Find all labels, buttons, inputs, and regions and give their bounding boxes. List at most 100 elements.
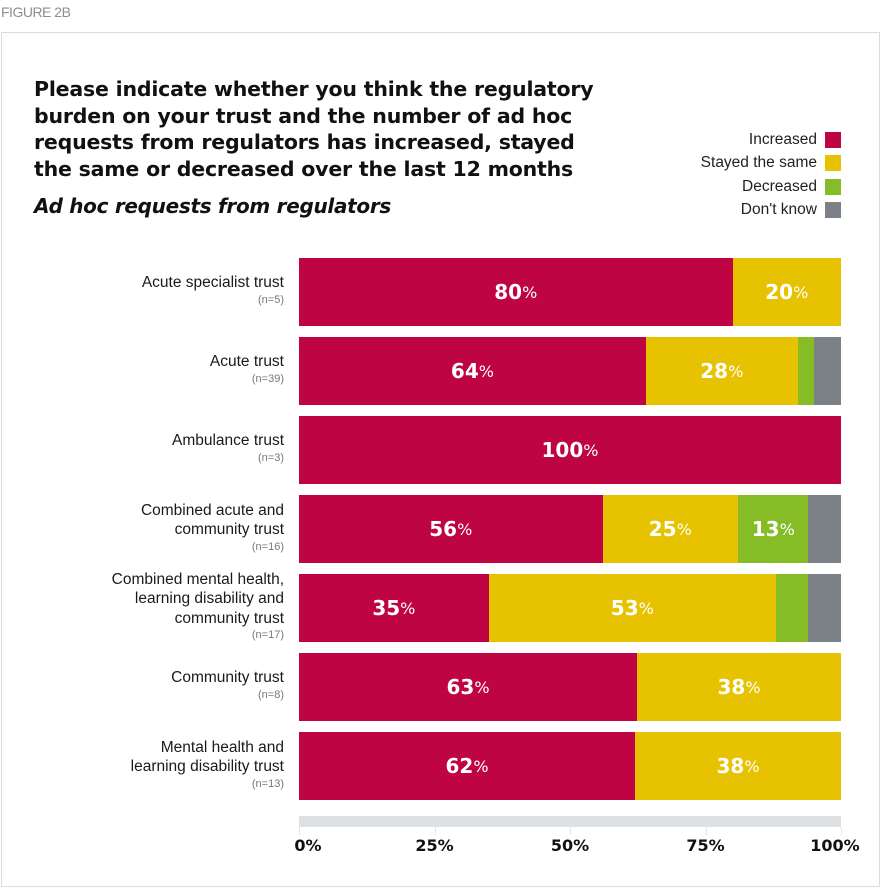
data-label: 56: [429, 517, 458, 541]
chart-title: Please indicate whether you think the re…: [34, 76, 614, 182]
data-label: 38: [716, 754, 745, 778]
percent-sign: %: [744, 756, 760, 776]
legend-swatch-decreased: [825, 178, 841, 195]
chart-title-line: requests from regulators has increased, …: [34, 130, 575, 154]
row-label-ambulance-trust: Ambulance trust (n=3): [172, 431, 284, 465]
data-label: 35: [372, 596, 401, 620]
row-sample-size: (n=39): [251, 372, 284, 385]
bar-segment-increased: 100%: [299, 416, 841, 484]
bar-segment-stayed-the-same: 28%: [645, 337, 798, 405]
row-sample-size: (n=5): [258, 293, 284, 306]
x-tick-mark: [705, 827, 707, 835]
percent-sign: %: [522, 282, 538, 302]
row-sample-size: (n=13): [251, 777, 284, 790]
bar-acute-specialist-trust: 80% 20%: [299, 258, 841, 326]
data-label: 28: [700, 359, 729, 383]
x-tick-mark: [434, 827, 436, 835]
percent-sign: %: [728, 361, 744, 381]
bar-segment-stayed-the-same: 38%: [635, 732, 841, 800]
percent-sign: %: [473, 756, 489, 776]
percent-sign: %: [478, 361, 494, 381]
data-label: 38: [717, 675, 746, 699]
x-tick-label: 0%: [294, 836, 322, 855]
row-label-community-trust: Community trust (n=8): [171, 668, 284, 702]
chart-title-line: burden on your trust and the number of a…: [34, 103, 573, 128]
percent-sign: %: [779, 519, 795, 539]
x-tick-label: 50%: [550, 836, 590, 855]
chart-subtitle: Ad hoc requests from regulators: [34, 194, 392, 218]
row-label-acute-trust: Acute trust (n=39): [210, 352, 284, 386]
bar-segment-stayed-the-same: 38%: [637, 653, 841, 721]
row-label-acute-specialist-trust: Acute specialist trust (n=5): [142, 273, 284, 307]
x-tick-mark: [570, 827, 571, 835]
row-label-line: community trust: [174, 609, 284, 627]
bar-segment-increased: 80%: [299, 258, 733, 326]
x-tick-mark: [299, 827, 300, 835]
bar-combined-mental-health-learning-disability-and-community-trust: 35% 53%: [299, 574, 841, 642]
x-tick-label: 100%: [810, 836, 860, 855]
bar-segment-stayed-the-same: 20%: [732, 258, 841, 326]
row-label-line: Community trust: [171, 669, 284, 687]
legend-label: Don't know: [740, 201, 817, 219]
data-label: 25: [648, 517, 677, 541]
data-label: 20: [765, 280, 794, 304]
row-label-line: Ambulance trust: [172, 432, 284, 450]
bar-segment-decreased: [797, 337, 814, 405]
bar-segment-decreased: [775, 574, 809, 642]
bar-mental-health-and-learning-disability-trust: 62% 38%: [299, 732, 841, 800]
chart-title-line: the same or decreased over the last 12 m…: [34, 156, 574, 181]
legend-label: Decreased: [742, 177, 817, 195]
bar-segment-increased: 56%: [299, 495, 603, 563]
row-label-line: Acute specialist trust: [141, 274, 284, 292]
row-label-mental-health-and-learning-disability-trust: Mental health and learning disability tru…: [131, 738, 284, 791]
row-sample-size: (n=17): [251, 629, 284, 642]
bar-acute-trust: 64% 28%: [299, 337, 841, 405]
chart-frame: [1, 32, 880, 887]
legend-item-decreased: Decreased: [701, 175, 841, 199]
bar-segment-increased: 64%: [299, 337, 646, 405]
percent-sign: %: [583, 440, 599, 460]
legend: Increased Stayed the same Decreased Don'…: [701, 128, 841, 222]
percent-sign: %: [793, 282, 809, 302]
row-label-line: learning disability and: [134, 590, 284, 608]
data-label: 62: [445, 754, 474, 778]
bar-combined-acute-and-community-trust: 56% 25% 13%: [299, 495, 841, 563]
legend-label: Increased: [748, 130, 817, 148]
x-axis-band: [299, 816, 841, 827]
row-label-line: Mental health and: [160, 738, 284, 756]
percent-sign: %: [638, 598, 654, 618]
bar-segment-increased: 35%: [299, 574, 489, 642]
data-label: 64: [450, 359, 479, 383]
percent-sign: %: [457, 519, 473, 539]
row-label-line: community trust: [174, 521, 284, 538]
data-label: 100: [541, 438, 584, 462]
row-label-combined-mental-health-learning-disability-and-community-trust: Combined mental health, learning disabili…: [112, 570, 284, 643]
percent-sign: %: [474, 677, 490, 697]
bar-segment-increased: 63%: [299, 653, 638, 721]
legend-item-stayed-the-same: Stayed the same: [701, 152, 841, 176]
row-label-line: Combined acute and: [140, 501, 284, 519]
data-label: 63: [446, 675, 475, 699]
x-tick-label: 25%: [415, 836, 454, 855]
figure-label: FIGURE 2B: [1, 4, 71, 20]
bar-segment-stayed-the-same: 53%: [488, 574, 776, 642]
row-label-line: learning disability trust: [130, 758, 284, 775]
x-tick-mark: [841, 827, 842, 835]
data-label: 13: [751, 517, 780, 541]
bar-community-trust: 63% 38%: [299, 653, 841, 721]
x-tick-label: 75%: [686, 836, 725, 855]
chart-title-line: Please indicate whether you think the re…: [34, 77, 594, 101]
row-sample-size: (n=8): [258, 688, 284, 701]
data-label: 53: [610, 596, 639, 620]
percent-sign: %: [676, 519, 692, 539]
data-label: 80: [494, 280, 523, 304]
bar-segment-decreased: 13%: [738, 495, 809, 563]
row-label-line: Acute trust: [209, 353, 284, 371]
percent-sign: %: [400, 598, 416, 618]
percent-sign: %: [745, 677, 761, 697]
legend-swatch-stayed-the-same: [825, 155, 841, 172]
row-label-line: Combined mental health,: [111, 570, 284, 588]
legend-swatch-increased: [825, 131, 841, 148]
legend-item-dont-know: Don't know: [701, 199, 841, 223]
row-sample-size: (n=3): [258, 451, 284, 464]
